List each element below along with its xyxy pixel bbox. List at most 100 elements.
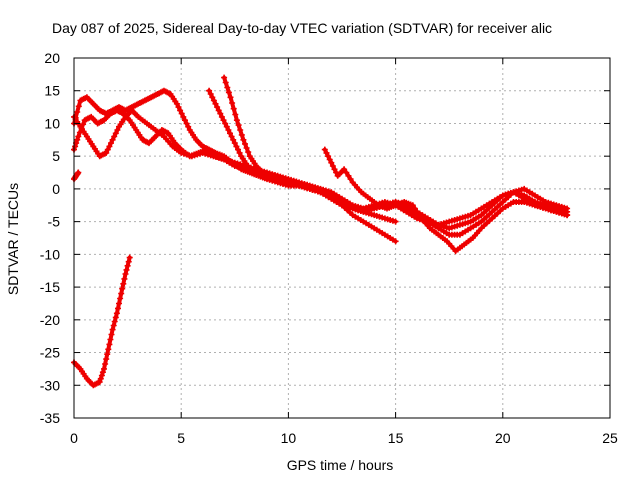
data-point — [124, 262, 131, 269]
axis-ticks: 0 5 10 15 20 25 20 15 10 5 0 -5 -10 -15 -20 -25 -30 -35 — [40, 50, 618, 446]
data-point — [207, 91, 214, 97]
data-point — [227, 94, 234, 101]
data-point — [229, 100, 236, 106]
x-tick-label: 25 — [602, 430, 618, 446]
data-point — [240, 136, 247, 143]
y-tick-label: -10 — [40, 246, 60, 262]
y-tick-label: -35 — [40, 410, 60, 426]
data-point — [215, 107, 222, 114]
y-tick-label: 5 — [52, 148, 60, 164]
data-point — [102, 361, 109, 367]
y-tick-label: 10 — [44, 115, 60, 131]
data-point — [74, 136, 81, 143]
data-point — [75, 133, 82, 140]
data-point — [210, 97, 217, 104]
x-tick-label: 0 — [70, 430, 78, 446]
data-point — [230, 136, 237, 143]
data-point — [173, 100, 180, 107]
data-point — [103, 356, 110, 363]
data-point — [223, 123, 230, 130]
data-point — [105, 346, 112, 353]
data-point — [101, 365, 107, 372]
x-tick-label: 20 — [495, 430, 511, 446]
data-point — [414, 208, 420, 215]
data-point — [118, 290, 125, 297]
series-track-f — [321, 146, 571, 255]
data-point — [206, 87, 213, 94]
plot-frame — [73, 57, 611, 419]
data-point — [115, 305, 121, 312]
data-point — [225, 127, 232, 133]
data-point — [321, 146, 328, 153]
data-point — [209, 94, 216, 101]
data-point — [182, 117, 188, 124]
data-point — [222, 79, 229, 86]
data-point — [236, 149, 243, 156]
data-point — [217, 110, 224, 117]
x-tick-label: 5 — [177, 430, 185, 446]
data-point — [178, 110, 185, 117]
data-point — [120, 280, 127, 287]
data-point — [122, 271, 129, 277]
data-point — [104, 146, 111, 153]
data-point — [214, 104, 221, 111]
data-point — [112, 314, 119, 321]
y-tick-label: -25 — [40, 345, 60, 361]
data-point — [104, 351, 111, 358]
data-point — [323, 149, 330, 156]
data-point — [183, 120, 190, 127]
data-point — [126, 254, 133, 261]
data-point — [245, 149, 252, 156]
y-tick-label: -15 — [40, 279, 60, 295]
data-point — [99, 369, 106, 376]
data-point — [343, 169, 350, 176]
data-point — [326, 156, 333, 163]
data-point — [328, 159, 335, 166]
data-point — [119, 285, 126, 292]
series-track-g — [71, 169, 82, 183]
data-point — [231, 140, 238, 147]
x-tick-label: 10 — [281, 430, 297, 446]
data-point — [228, 133, 235, 140]
data-point — [325, 153, 332, 160]
data-point — [123, 266, 130, 273]
data-point — [238, 131, 245, 138]
data-point — [106, 143, 113, 150]
data-point — [392, 218, 399, 225]
data-point — [329, 163, 336, 169]
data-point — [175, 104, 182, 111]
data-point — [237, 127, 244, 133]
y-axis-label: SDTVAR / TECUs — [5, 183, 21, 295]
y-tick-label: -20 — [40, 312, 60, 328]
data-point — [235, 122, 242, 129]
data-point — [109, 326, 116, 333]
data-point — [243, 145, 250, 151]
data-point — [121, 275, 128, 282]
y-tick-label: -5 — [48, 214, 61, 230]
data-point — [345, 172, 352, 179]
data-point — [111, 133, 118, 140]
data-point — [225, 89, 232, 96]
data-point — [74, 109, 81, 115]
data-point — [392, 238, 399, 245]
data-point — [220, 117, 227, 124]
data-point — [341, 166, 348, 173]
data-point — [98, 372, 105, 379]
chart-title: Day 087 of 2025, Sidereal Day-to-day VTE… — [52, 20, 552, 36]
data-point — [409, 202, 416, 209]
data-point — [72, 143, 79, 150]
data-point — [224, 84, 231, 91]
y-tick-label: -30 — [40, 377, 60, 393]
x-axis-label: GPS time / hours — [287, 457, 394, 473]
series-layer — [71, 74, 571, 389]
series-track-e — [221, 74, 399, 225]
data-point — [221, 74, 228, 81]
data-point — [411, 205, 418, 212]
data-point — [109, 136, 116, 143]
data-point — [117, 295, 124, 302]
data-point — [116, 300, 122, 307]
data-point — [112, 130, 119, 137]
data-point — [232, 111, 239, 118]
data-point — [75, 103, 82, 110]
data-point — [103, 149, 110, 156]
